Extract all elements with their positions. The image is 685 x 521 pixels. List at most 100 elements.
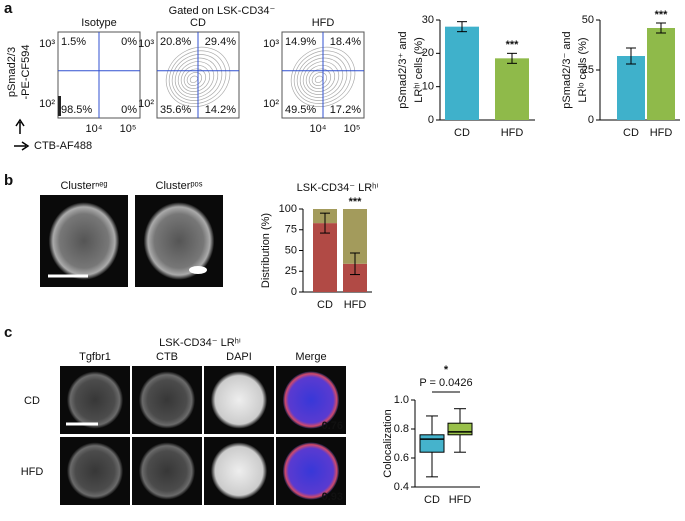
- bar: [617, 56, 645, 120]
- y-axis-label: Colocalization: [382, 409, 394, 477]
- row-label: CD: [24, 395, 40, 407]
- contour: [168, 50, 227, 104]
- y-tick-label: 10²: [138, 98, 154, 110]
- quadrant-value: 14.9%: [285, 36, 316, 48]
- y-tick-label: 10³: [138, 38, 154, 50]
- contour: [293, 50, 352, 104]
- y-tick-label: 20: [422, 47, 434, 59]
- y-tick-label: 75: [285, 224, 297, 236]
- quadrant-value: 17.2%: [330, 104, 361, 116]
- bar: [647, 28, 675, 120]
- quadrant-value: 20.8%: [160, 36, 191, 48]
- y-tick-label: 0.8: [394, 423, 409, 435]
- y-axis-label: pSmad2/3: [6, 47, 18, 97]
- arrow: [14, 141, 30, 151]
- bar-segment: [313, 223, 337, 292]
- image-label: Clusterᵖᵒˢ: [156, 180, 203, 192]
- y-tick-label: 10³: [263, 38, 279, 50]
- significance: ***: [506, 39, 520, 51]
- quadrant-value: 18.4%: [330, 36, 361, 48]
- quadrant-value: 35.6%: [160, 104, 191, 116]
- y-tick-label: 10²: [263, 98, 279, 110]
- cell: [211, 371, 267, 429]
- cell: [48, 202, 120, 280]
- arrow: [15, 118, 25, 134]
- quadrant-value: 0%: [121, 36, 137, 48]
- y-tick-label: 25: [582, 64, 594, 76]
- column-label: CTB: [156, 351, 178, 363]
- y-tick-label: 0: [291, 286, 297, 298]
- contour: [302, 61, 340, 95]
- y-tick-label: 1.0: [394, 394, 409, 406]
- contour: [189, 75, 199, 83]
- y-tick-label: 25: [285, 265, 297, 277]
- image-title: LSK-CD34⁻ LRʰⁱ: [159, 337, 241, 349]
- cell: [67, 371, 123, 429]
- x-tick-label: CD: [454, 127, 470, 139]
- score: 0.93: [322, 491, 343, 503]
- contour: [299, 57, 344, 98]
- plot-title: HFD: [312, 17, 335, 29]
- cell: [211, 442, 267, 500]
- cell: [143, 202, 215, 280]
- x-tick-label: HFD: [650, 127, 673, 139]
- x-tick-label: HFD: [449, 494, 472, 506]
- contour: [171, 54, 223, 101]
- cell: [139, 371, 195, 429]
- contour: [314, 75, 324, 83]
- y-tick-label: 50: [285, 244, 297, 256]
- bar: [495, 58, 529, 120]
- score: 0.76: [322, 420, 343, 432]
- y-axis-label: LRʰⁱ cells (%): [413, 37, 425, 102]
- quadrant-value: 29.4%: [205, 36, 236, 48]
- quadrant-value: 14.2%: [205, 104, 236, 116]
- chart-title: LSK-CD34⁻ LRʰⁱ: [297, 182, 379, 194]
- gate-title: Gated on LSK-CD34⁻: [169, 5, 276, 17]
- y-axis-label: pSmad2/3⁺ and: [397, 31, 409, 108]
- panel-label: a: [4, 0, 13, 17]
- x-tick-label: HFD: [501, 127, 524, 139]
- x-tick-label: HFD: [344, 299, 367, 311]
- y-tick-label: 0.4: [394, 481, 409, 493]
- panel-label: b: [4, 172, 13, 189]
- y-tick-label: 0: [428, 114, 434, 126]
- column-label: Merge: [295, 351, 326, 363]
- significance: *: [444, 364, 449, 376]
- contour: [290, 46, 356, 107]
- x-tick-label: 10⁴: [86, 123, 103, 135]
- image-label: Clusterⁿᵉᵍ: [60, 180, 107, 192]
- y-tick-label: 30: [422, 14, 434, 26]
- significance: ***: [349, 196, 363, 208]
- cluster: [189, 266, 207, 274]
- plot-title: CD: [190, 17, 206, 29]
- quadrant-value: 98.5%: [61, 104, 92, 116]
- quadrant-value: 1.5%: [61, 36, 86, 48]
- y-axis-label: Distribution (%): [260, 213, 272, 288]
- contour: [174, 57, 219, 98]
- events: [58, 96, 61, 116]
- quadrant-value: 49.5%: [285, 104, 316, 116]
- y-tick-label: 10: [422, 81, 434, 93]
- contour: [177, 61, 215, 95]
- quadrant-value: 0%: [121, 104, 137, 116]
- y-tick-label: 100: [279, 203, 297, 215]
- contour: [296, 54, 348, 101]
- x-tick-label: CD: [424, 494, 440, 506]
- y-axis-label: LRˡᵒ cells (%): [577, 37, 589, 102]
- cell: [283, 442, 339, 500]
- cell: [139, 442, 195, 500]
- box: [419, 434, 445, 453]
- significance: ***: [655, 9, 669, 21]
- y-axis-label: pSmad2/3⁻ and: [561, 31, 573, 108]
- row-label: HFD: [21, 466, 44, 478]
- box: [447, 422, 473, 436]
- y-tick-label: 0: [588, 114, 594, 126]
- plot-title: Isotype: [81, 17, 116, 29]
- contour: [165, 46, 231, 107]
- bar: [445, 26, 479, 121]
- y-tick-label: 50: [582, 14, 594, 26]
- cell: [283, 371, 339, 429]
- x-tick-label: CD: [317, 299, 333, 311]
- x-tick-label: 10⁵: [120, 123, 137, 135]
